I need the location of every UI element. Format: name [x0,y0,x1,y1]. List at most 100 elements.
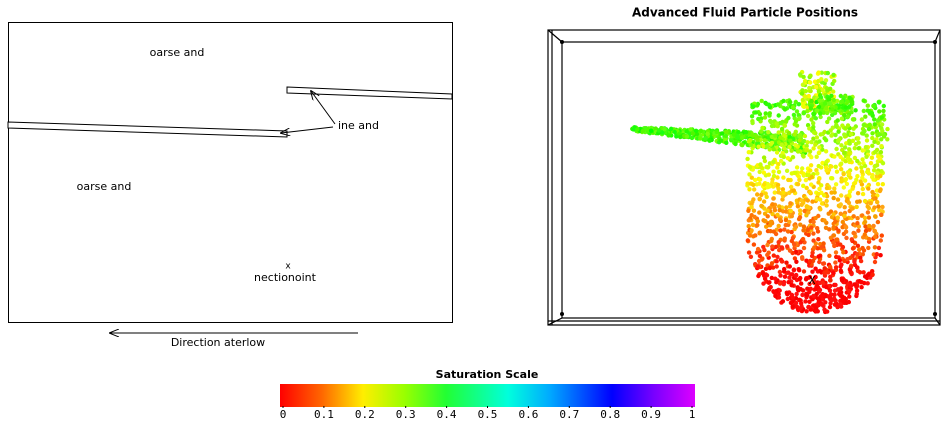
particle [824,106,828,110]
particle [772,253,776,257]
particle [762,248,766,252]
particle [817,187,821,191]
particle [749,228,753,232]
particle [760,99,764,103]
particle [778,208,782,212]
particle [829,164,833,168]
particle [631,127,635,131]
particle [873,235,877,239]
particle [829,94,833,98]
particle [800,198,804,202]
particle [817,150,821,154]
particle [789,149,793,153]
particle [783,275,787,279]
particle [851,127,855,131]
particle [771,170,775,174]
particle [827,97,831,101]
particle [813,143,817,147]
particle [866,273,870,277]
particle [801,288,805,292]
particle [865,133,869,137]
particle [822,218,826,222]
particle [805,140,809,144]
particle [867,237,871,241]
particle [812,130,816,134]
particle [833,190,837,194]
particle [767,173,771,177]
particle [732,132,736,136]
particle [765,144,769,148]
particle [785,169,789,173]
particle [845,257,849,261]
particle [838,258,842,262]
particle [756,274,760,278]
particle [807,86,811,90]
particle [673,130,677,134]
particle [853,146,857,150]
particle [825,111,829,115]
particle [812,303,816,307]
particle [811,231,815,235]
particle [765,273,769,277]
particle [796,182,800,186]
particle [797,298,801,302]
particle [755,223,759,227]
particle [821,293,825,297]
particle [832,233,836,237]
particle [800,257,804,261]
particle [851,117,855,121]
particle [849,284,853,288]
particle [865,138,869,142]
particle [719,139,723,143]
particle [848,141,852,145]
particle [749,255,753,259]
particle [748,138,752,142]
particle [873,229,877,233]
particle [841,250,845,254]
particle [824,138,828,142]
particle [808,190,812,194]
particle [836,118,840,122]
particle [839,202,843,206]
particle [876,182,880,186]
particle [757,259,761,263]
particle [791,295,795,299]
particle [790,283,794,287]
particle [756,264,760,268]
particle [824,160,828,164]
particle [749,205,753,209]
particle [756,145,760,149]
particle [782,155,786,159]
particle [828,278,832,282]
particle [780,127,784,131]
particle [817,299,821,303]
particle [843,205,847,209]
particle [821,262,825,266]
particle [844,224,848,228]
particle [770,244,774,248]
particle [878,156,882,160]
particle [834,124,838,128]
particle [831,73,835,77]
particle [876,204,880,208]
fine-lens-lower [8,122,287,137]
particle [844,105,848,109]
particle [756,247,760,251]
particle [775,259,779,263]
particle [724,141,728,145]
particle [787,131,791,135]
particle [781,175,785,179]
particle [747,187,751,191]
particle [780,245,784,249]
particle [780,259,784,263]
particle [815,135,819,139]
particle [806,198,810,202]
particle [757,210,761,214]
particle [690,136,694,140]
particle [762,171,766,175]
particle [749,143,753,147]
particle [666,133,670,137]
particle [873,245,877,249]
particle [801,153,805,157]
particle [802,111,806,115]
